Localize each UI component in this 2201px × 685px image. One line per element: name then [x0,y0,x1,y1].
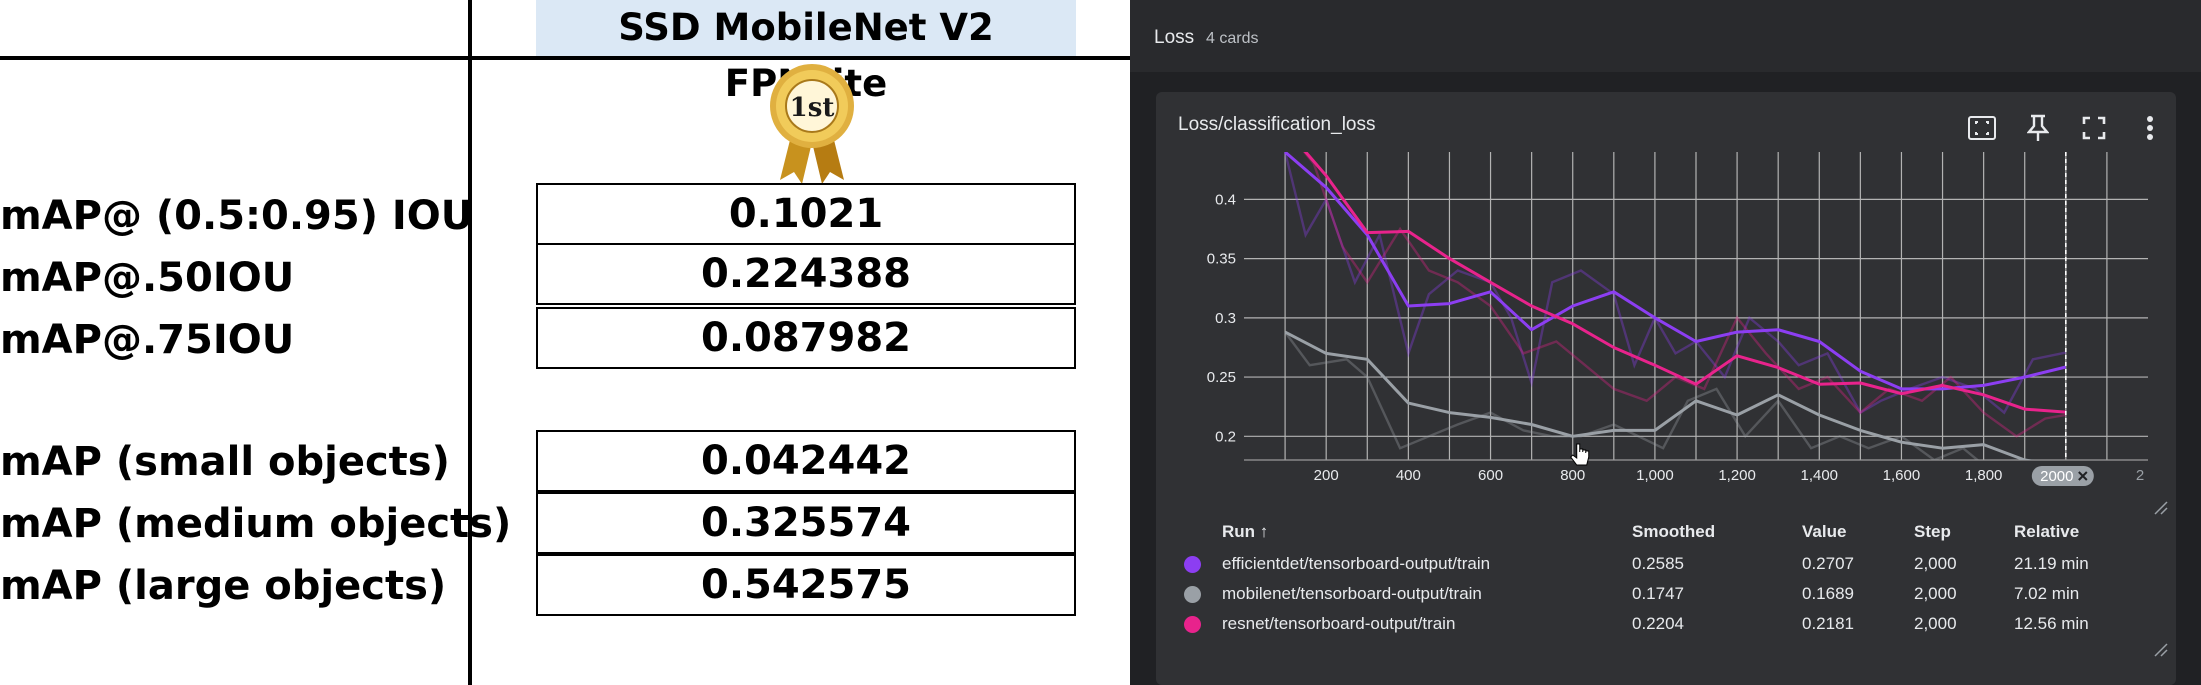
metric-label-map-large: mAP (large objects) [0,563,447,609]
y-tick-label: 0.25 [1207,369,1236,386]
metric-value-map-small: 0.042442 [536,430,1076,492]
hover-step-chip-label: 2000 [2040,468,2073,485]
series-smoothed-line [1303,152,2066,414]
pin-icon[interactable] [2018,108,2058,148]
metric-value-map-50-95: 0.1021 [536,183,1076,245]
metric-value-map-large: 0.542575 [536,554,1076,616]
card-title: Loss/classification_loss [1178,114,1376,135]
metric-value-map-50: 0.224388 [536,243,1076,305]
run-value: 0.2707 [1802,554,1854,573]
run-smoothed: 0.2204 [1632,614,1684,633]
run-color-swatch[interactable] [1184,556,1201,573]
x-tick-label: 1,400 [1800,467,1838,484]
metric-label-map-small: mAP (small objects) [0,439,450,485]
y-tick-label: 0.35 [1207,251,1236,268]
x-tick-label: 1,600 [1883,467,1921,484]
metric-value-map-75: 0.087982 [536,307,1076,369]
hover-step-close-icon[interactable] [2078,471,2088,481]
table-header-divider [0,56,1130,60]
table-vertical-divider [468,0,472,685]
run-relative: 12.56 min [2014,614,2089,633]
col-header-run[interactable]: Run ↑ [1222,522,1269,541]
run-name: resnet/tensorboard-output/train [1222,614,1456,633]
metric-value-map-medium: 0.325574 [536,492,1076,554]
run-value: 0.1689 [1802,584,1854,603]
run-name: mobilenet/tensorboard-output/train [1222,584,1482,603]
loss-group-header[interactable]: Loss 4 cards [1130,0,2201,72]
group-title: Loss [1154,27,1195,48]
metric-label-map-50-95: mAP@ (0.5:0.95) IOU [0,193,474,239]
x-tick-label: 1,800 [1965,467,2003,484]
series-smoothed-line [1284,152,2067,391]
hand-cursor-icon [1570,443,1590,466]
run-step: 2,000 [1914,554,1957,573]
y-tick-label: 0.2 [1215,428,1236,445]
fullscreen-icon[interactable] [2074,108,2114,148]
tensorboard-panel: Loss 4 cards Loss/classification_loss 0.… [1130,0,2201,685]
run-color-swatch[interactable] [1184,586,1201,603]
metric-label-map-75: mAP@.75IOU [0,317,295,363]
col-header-relative[interactable]: Relative [2014,522,2080,541]
fit-domain-icon[interactable] [1962,108,2002,148]
chart-resize-handle-icon[interactable] [2151,498,2169,516]
col-header-smoothed[interactable]: Smoothed [1632,522,1716,541]
run-relative: 21.19 min [2014,554,2089,573]
loss-line-chart[interactable]: 0.2 0.25 0.3 0.35 0.4 200 400 600 800 1,000 1,200 1… [1156,148,2176,508]
table-row[interactable]: resnet/tensorboard-output/train 0.2204 0… [1156,610,2176,640]
run-value: 0.2181 [1802,614,1854,633]
x-tick-label: 800 [1560,467,1585,484]
run-relative: 7.02 min [2014,584,2080,603]
more-vert-icon[interactable] [2130,108,2170,148]
x-tick-label: 200 [1314,467,1339,484]
metric-label-map-medium: mAP (medium objects) [0,501,512,547]
first-place-medal-icon: 1st [770,64,854,184]
results-table-panel: SSD MobileNet V2 FPNLite 1st mAP@ (0.5:0… [0,0,1130,685]
run-name: efficientdet/tensorboard-output/train [1222,554,1491,573]
x-tick-label-clipped: 2 [2136,467,2144,484]
series-smoothed-line [1284,330,2035,460]
table-row[interactable]: mobilenet/tensorboard-output/train 0.174… [1156,580,2176,610]
run-step: 2,000 [1914,614,1957,633]
table-resize-handle-icon[interactable] [2151,640,2169,658]
y-tick-label: 0.4 [1215,191,1236,208]
series-raw-line [1302,152,2067,438]
model-title-header: SSD MobileNet V2 FPNLite [536,0,1076,105]
group-card-count: 4 cards [1206,30,1259,47]
run-color-swatch[interactable] [1184,616,1201,633]
series-raw-line [1284,331,2029,460]
table-row[interactable]: efficientdet/tensorboard-output/train 0.… [1156,550,2176,580]
scalar-card: Loss/classification_loss 0.2 0.25 0.3 0.35 0… [1156,92,2176,685]
x-tick-label: 1,000 [1636,467,1674,484]
col-header-value[interactable]: Value [1802,522,1847,541]
x-tick-label: 400 [1396,467,1421,484]
run-smoothed: 0.2585 [1632,554,1684,573]
hover-step-chip[interactable] [2031,466,2094,486]
col-header-step[interactable]: Step [1914,522,1951,541]
medal-rank-text: 1st [790,93,835,123]
metric-label-map-50: mAP@.50IOU [0,255,295,301]
y-tick-label: 0.3 [1215,310,1236,327]
x-tick-label: 1,200 [1718,467,1756,484]
x-tick-label: 600 [1478,467,1503,484]
run-smoothed: 0.1747 [1632,584,1684,603]
run-step: 2,000 [1914,584,1957,603]
